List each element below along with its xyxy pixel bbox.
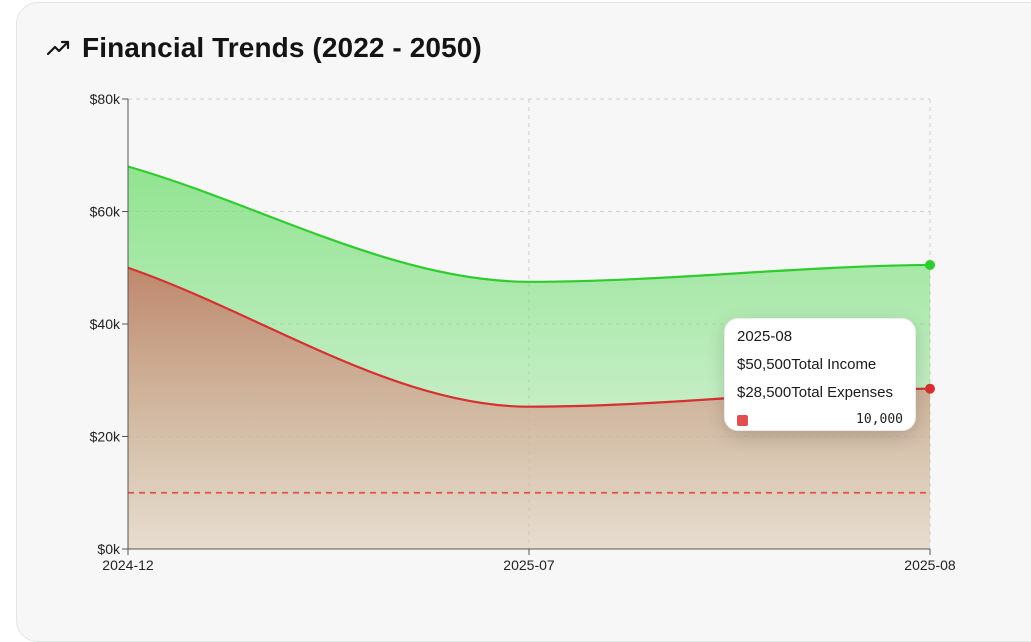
chart-header: Financial Trends (2022 - 2050) (46, 30, 482, 66)
y-tick-label: $80k (90, 91, 121, 107)
series-areas (128, 166, 930, 549)
y-tick-label: $20k (90, 429, 121, 445)
income-point (925, 259, 935, 270)
tooltip-row-income: $50,500Total Income (737, 356, 903, 374)
chart-tooltip: 2025-08 $50,500Total Income $28,500Total… (724, 318, 916, 431)
tooltip-income-label: Total Income (791, 356, 877, 373)
tooltip-reference-value: 10,000 (856, 412, 903, 427)
expenses-area (128, 267, 930, 549)
tooltip-expenses-label: Total Expenses (791, 384, 893, 401)
chart-title: Financial Trends (2022 - 2050) (82, 32, 482, 63)
tooltip-income-value: $50,500 (737, 356, 792, 373)
y-tick-label: $40k (90, 316, 121, 332)
y-tick-label: $60k (90, 204, 121, 220)
area-chart: $0k $20k $40k $60k $80k 2024-12 2025-07 2025-08 (90, 91, 956, 573)
axes: $0k $20k $40k $60k $80k 2024-12 2025-07 2025-08 (90, 91, 956, 573)
series-points (925, 259, 935, 394)
reference-swatch (737, 414, 748, 426)
income-line (127, 165, 931, 283)
x-tick-label: 2024-12 (102, 557, 154, 573)
x-tick-label: 2025-07 (503, 557, 555, 573)
y-tick-label: $0k (97, 541, 121, 557)
tooltip-row-reference: 10,000 (737, 412, 903, 428)
trending-up-icon (46, 38, 72, 58)
tooltip-title: 2025-08 (737, 328, 793, 345)
x-tick-label: 2025-08 (904, 557, 956, 573)
tooltip-row-expenses: $28,500Total Expenses (737, 384, 903, 402)
expenses-point (925, 383, 935, 394)
tooltip-expenses-value: $28,500 (737, 384, 792, 401)
